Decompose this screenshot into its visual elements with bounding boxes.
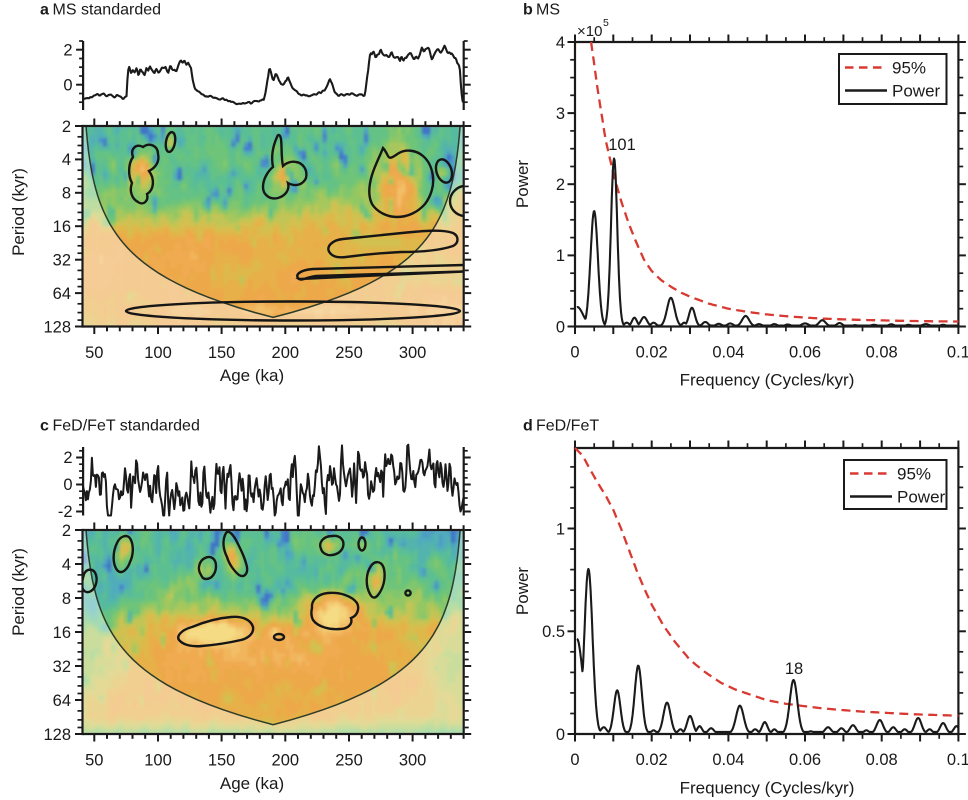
svg-text:2: 2 (62, 118, 71, 136)
svg-text:MS standarded: MS standarded (53, 2, 162, 19)
svg-text:a: a (40, 2, 49, 19)
svg-text:Period (kyr): Period (kyr) (9, 168, 28, 256)
svg-text:50: 50 (85, 344, 103, 362)
svg-text:0: 0 (63, 476, 72, 494)
svg-text:150: 150 (208, 344, 236, 362)
svg-text:MS: MS (536, 2, 560, 19)
svg-text:200: 200 (272, 344, 300, 362)
svg-text:250: 250 (335, 344, 363, 362)
svg-text:0: 0 (63, 76, 72, 94)
svg-text:2: 2 (63, 449, 72, 467)
svg-text:100: 100 (144, 344, 172, 362)
svg-text:32: 32 (53, 252, 71, 270)
svg-text:2: 2 (63, 41, 72, 59)
svg-text:FeD/FeT standarded: FeD/FeT standarded (53, 418, 200, 435)
svg-text:FeD/FeT: FeD/FeT (536, 418, 599, 435)
svg-text:d: d (523, 418, 533, 435)
svg-text:300: 300 (399, 344, 427, 362)
svg-text:Age (ka): Age (ka) (220, 366, 284, 385)
svg-text:c: c (40, 418, 49, 435)
svg-text:b: b (523, 2, 533, 19)
svg-text:64: 64 (53, 285, 71, 303)
svg-text:-2: -2 (58, 503, 73, 521)
svg-text:4: 4 (62, 151, 71, 169)
svg-text:128: 128 (43, 318, 71, 336)
svg-text:16: 16 (53, 218, 71, 236)
svg-text:8: 8 (62, 185, 71, 203)
